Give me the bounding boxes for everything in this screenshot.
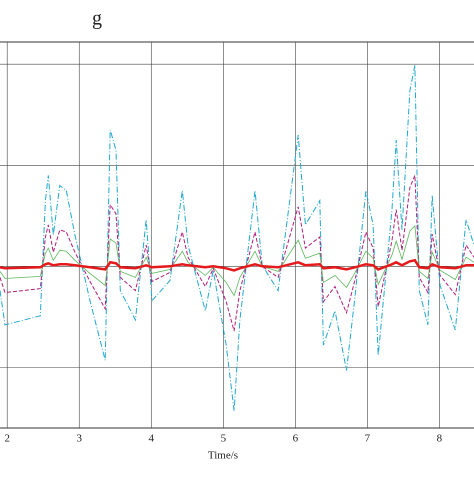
x-tick-label: 8 bbox=[437, 433, 443, 445]
x-tick-label: 7 bbox=[365, 433, 371, 445]
x-tick-label: 3 bbox=[76, 433, 82, 445]
x-tick-label: 2 bbox=[4, 433, 10, 445]
x-axis-label: Time/s bbox=[208, 450, 238, 462]
x-tick-label: 6 bbox=[293, 433, 299, 445]
series-line bbox=[0, 258, 474, 272]
series-line bbox=[0, 225, 474, 297]
x-tick-label: 5 bbox=[221, 433, 227, 445]
series-line bbox=[0, 65, 474, 411]
x-tick-label: 4 bbox=[149, 433, 155, 445]
chart-title: g bbox=[92, 8, 102, 30]
series-line bbox=[0, 175, 474, 332]
